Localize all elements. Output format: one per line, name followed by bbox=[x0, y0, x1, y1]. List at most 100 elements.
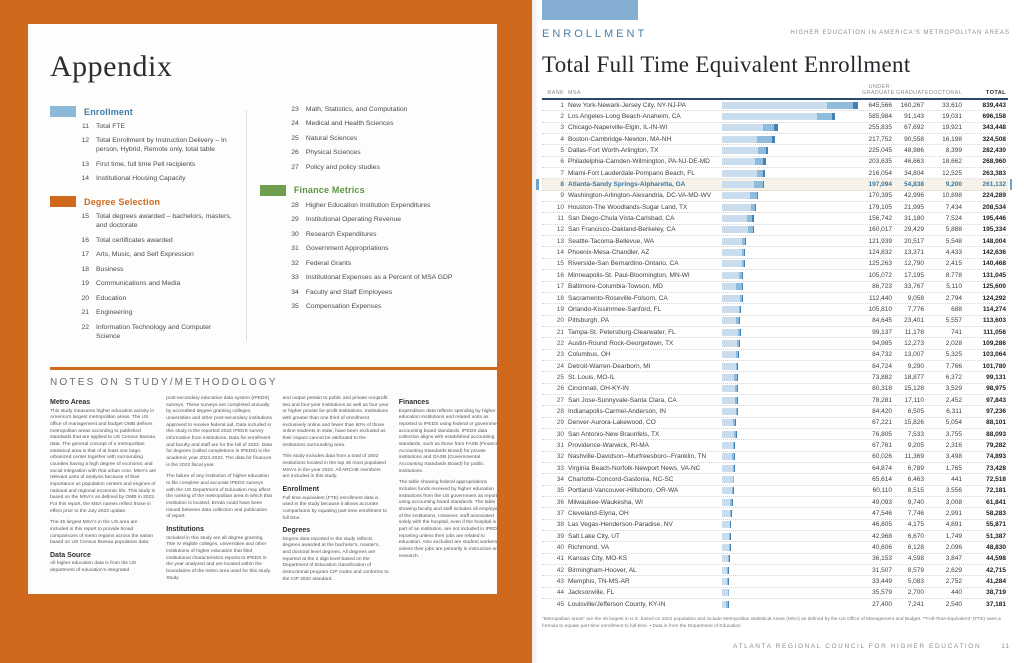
methodology-paragraph: The table showing federal appropriations… bbox=[398, 480, 497, 559]
bar-segment-doctoral bbox=[752, 226, 754, 234]
toc-entry: 31 Government Appropriations bbox=[286, 245, 497, 254]
toc-column: 23 Math, Statistics, and Computation 24 Med… bbox=[259, 106, 497, 347]
toc-entry-label: Total Enrollment by Instruction Delivery… bbox=[96, 137, 227, 154]
bar-segment-undergraduate bbox=[722, 237, 742, 245]
enrollment-bar bbox=[722, 317, 858, 325]
cell-doctoral: 1,749 bbox=[945, 532, 962, 540]
bar-segment-graduate bbox=[728, 544, 730, 552]
cell-rank: 14 bbox=[556, 249, 564, 257]
methodology-paragraph: The failure of any institution of higher… bbox=[166, 474, 273, 520]
toc-entry-label: Institutional Housing Capacity bbox=[96, 175, 186, 183]
table-row: 44 Jacksonville, FL 35,579 2,700 440 38,719 bbox=[542, 588, 1008, 600]
cell-rank: 28 bbox=[556, 407, 564, 415]
toc-entry-label: Information Technology and Computer Scie… bbox=[96, 323, 212, 340]
bar-segment-doctoral bbox=[752, 215, 754, 223]
cell-rank: 35 bbox=[556, 487, 564, 495]
cell-undergraduate: 179,105 bbox=[868, 203, 893, 211]
orange-icon bbox=[50, 196, 76, 208]
bar-segment-graduate bbox=[747, 215, 753, 223]
cell-doctoral: 5,557 bbox=[945, 317, 962, 325]
cell-graduate: 9,740 bbox=[907, 498, 924, 506]
toc-entry: 13 First time, full time Pell recipients bbox=[76, 161, 234, 170]
bar-segment-graduate bbox=[742, 260, 745, 268]
methodology-heading: NOTES ON STUDY/METHODOLOGY bbox=[50, 377, 278, 389]
toc-entry: 14 Institutional Housing Capacity bbox=[76, 175, 234, 184]
cell-graduate: 29,429 bbox=[904, 226, 924, 234]
cell-total: 208,534 bbox=[982, 203, 1007, 211]
bar-segment-undergraduate bbox=[722, 396, 735, 404]
cell-msa: Sacramento-Roseville-Folsom, CA bbox=[568, 294, 668, 302]
cell-rank: 33 bbox=[556, 464, 564, 472]
cell-doctoral: 2,316 bbox=[945, 441, 962, 449]
methodology-paragraph: post-secondary education data system (IP… bbox=[166, 396, 272, 468]
toc-entry: 35 Compensation Expenses bbox=[286, 303, 497, 312]
cell-msa: Cleveland-Elyria, OH bbox=[568, 510, 629, 518]
toc-entry: 30 Research Expenditures bbox=[286, 231, 497, 240]
cell-graduate: 90,558 bbox=[904, 135, 924, 143]
header-rank: RANK bbox=[547, 90, 564, 96]
bar-segment-doctoral bbox=[737, 385, 738, 393]
table-row: 22 Austin-Round Rock-Georgetown, TX 94,985… bbox=[542, 338, 1008, 350]
methodology-paragraph: Included in this study are all degree gr… bbox=[166, 535, 272, 581]
toc-entry-label: Research Expenditures bbox=[305, 230, 377, 238]
cell-graduate: 33,767 bbox=[904, 283, 924, 291]
table-row-highlighted: 8 Atlanta-Sandy Springs-Alpharetta, GA 197… bbox=[536, 179, 1012, 191]
cell-rank: 4 bbox=[560, 135, 564, 143]
bar-segment-undergraduate bbox=[722, 113, 817, 121]
table-row: 28 Indianapolis-Carmel-Anderson, IN 84,420… bbox=[542, 406, 1008, 418]
table-body: 1 New York-Newark-Jersey City, NY-NJ-PA 64… bbox=[536, 100, 1012, 610]
bar-segment-undergraduate bbox=[722, 566, 728, 574]
cell-graduate: 7,533 bbox=[907, 430, 924, 438]
toc-column-divider bbox=[246, 110, 247, 342]
cell-total: 124,292 bbox=[982, 294, 1007, 302]
table-row: 38 Las Vegas-Henderson-Paradise, NV 46,805… bbox=[542, 520, 1008, 532]
cell-rank: 44 bbox=[556, 589, 564, 597]
toc-entry-page-number: 31 bbox=[291, 245, 299, 253]
cell-rank: 29 bbox=[556, 419, 564, 427]
cell-rank: 18 bbox=[556, 294, 564, 302]
cell-total: 148,004 bbox=[982, 237, 1007, 245]
bar-segment-undergraduate bbox=[722, 362, 736, 370]
cell-undergraduate: 84,732 bbox=[872, 351, 892, 359]
enrollment-bar bbox=[722, 566, 858, 574]
cell-undergraduate: 31,507 bbox=[872, 566, 892, 574]
bar-segment-doctoral bbox=[754, 203, 756, 211]
bar-segment-doctoral bbox=[737, 373, 739, 381]
toc-entry-label: Federal Grants bbox=[305, 259, 352, 267]
toc-item-list: 28 Higher Education Institution Expenditu… bbox=[286, 202, 497, 312]
cell-msa: Philadelphia-Camden-Wilmington, PA-NJ-DE… bbox=[568, 158, 710, 166]
green-square-icon bbox=[259, 184, 286, 196]
cell-doctoral: 7,434 bbox=[945, 203, 962, 211]
cell-total: 113,603 bbox=[982, 317, 1006, 325]
section-color-block bbox=[542, 0, 638, 20]
methodology-paragraph: Degree data reported in the study reflec… bbox=[282, 536, 389, 582]
cell-undergraduate: 105,072 bbox=[868, 271, 893, 279]
enrollment-bar bbox=[722, 544, 858, 552]
toc-entry: 33 Institutional Expenses as a Percent of… bbox=[286, 274, 497, 283]
bar-segment-doctoral bbox=[737, 351, 739, 359]
cell-total: 72,518 bbox=[986, 476, 1006, 484]
bar-segment-undergraduate bbox=[722, 544, 729, 552]
bar-segment-doctoral bbox=[774, 124, 778, 132]
methodology-paragraph: Full time equivalent (FTE) enrollment da… bbox=[282, 495, 387, 521]
toc-entry-page-number: 17 bbox=[81, 251, 89, 259]
cell-doctoral: 3,847 bbox=[945, 555, 962, 563]
cell-rank: 13 bbox=[556, 237, 564, 245]
cell-undergraduate: 42,968 bbox=[872, 532, 892, 540]
cell-doctoral: 5,888 bbox=[945, 226, 962, 234]
cell-msa: San Antonio-New Braunfels, TX bbox=[568, 430, 660, 438]
cell-undergraduate: 78,281 bbox=[872, 396, 892, 404]
cell-msa: Phoenix-Mesa-Chandler, AZ bbox=[568, 249, 650, 257]
cell-undergraduate: 27,400 bbox=[872, 601, 892, 609]
table-row: 1 New York-Newark-Jersey City, NY-NJ-PA 64… bbox=[542, 100, 1008, 112]
cell-graduate: 12,790 bbox=[904, 260, 924, 268]
bar-segment-undergraduate bbox=[722, 498, 730, 506]
cell-msa: Dallas-Fort Worth-Arlington, TX bbox=[568, 147, 659, 155]
bar-segment-graduate bbox=[758, 147, 767, 155]
bar-segment-undergraduate bbox=[722, 419, 733, 427]
toc-entry: 32 Federal Grants bbox=[286, 260, 497, 269]
cell-graduate: 31,180 bbox=[904, 215, 924, 223]
cell-msa: New York-Newark-Jersey City, NY-NJ-PA bbox=[568, 101, 686, 109]
toc-item-list: 23 Math, Statistics, and Computation 24 Med… bbox=[286, 106, 497, 173]
cell-doctoral: 2,096 bbox=[945, 544, 962, 552]
